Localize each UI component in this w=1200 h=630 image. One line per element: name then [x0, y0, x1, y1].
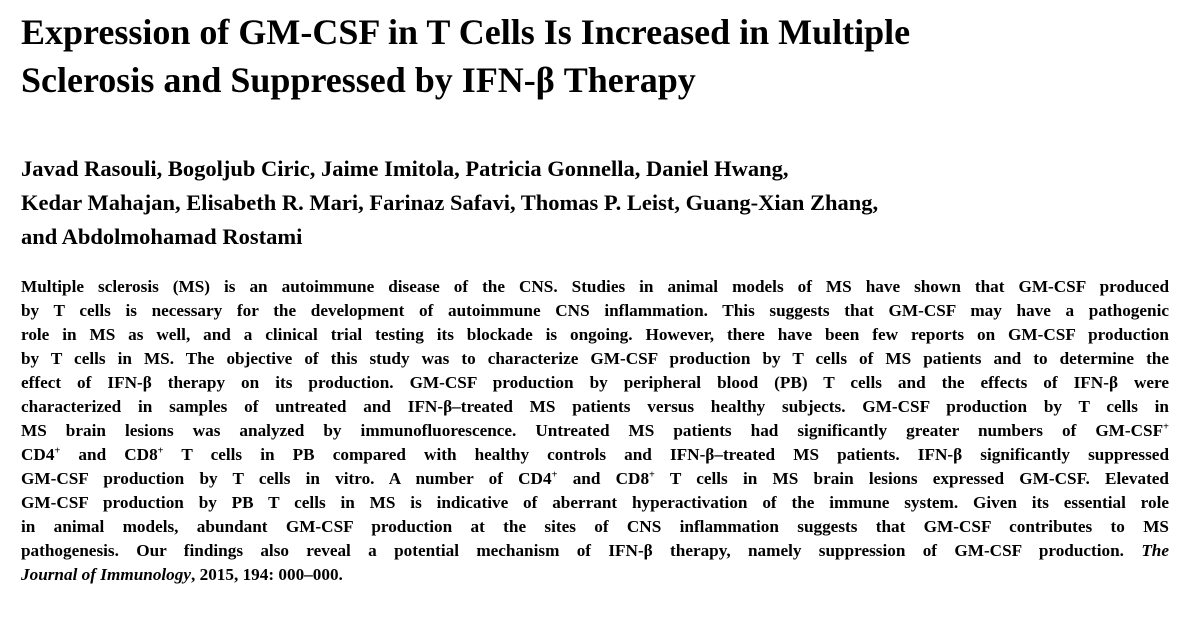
abstract-line: GM-CSF production by T cells in vitro. A…	[21, 469, 1169, 488]
article-title: Expression of GM-CSF in T Cells Is Incre…	[21, 8, 1181, 104]
citation-info: , 2015, 194: 000–000.	[191, 565, 343, 584]
journal-name: Journal of Immunology	[21, 565, 192, 584]
abstract: Multiple sclerosis (MS) is an autoimmune…	[21, 275, 1169, 587]
author-line: and Abdolmohamad Rostami	[21, 224, 303, 249]
author-list: Javad Rasouli, Bogoljub Ciric, Jaime Imi…	[21, 152, 1181, 254]
abstract-line: Multiple sclerosis (MS) is an autoimmune…	[21, 277, 1169, 296]
abstract-line: role in MS as well, and a clinical trial…	[21, 325, 1169, 344]
title-line: Expression of GM-CSF in T Cells Is Incre…	[21, 12, 911, 52]
abstract-line: MS brain lesions was analyzed by immunof…	[21, 421, 1169, 440]
abstract-line: Journal of Immunology, 2015, 194: 000–00…	[21, 563, 1169, 587]
superscript-plus: +	[157, 445, 164, 457]
superscript-plus: +	[54, 445, 61, 457]
superscript-plus: +	[649, 469, 655, 481]
abstract-line: in animal models, abundant GM-CSF produc…	[21, 517, 1169, 536]
abstract-line: characterized in samples of untreated an…	[21, 397, 1169, 416]
abstract-line: CD4+ and CD8+ T cells in PB compared wit…	[21, 445, 1169, 464]
author-line: Kedar Mahajan, Elisabeth R. Mari, Farina…	[21, 190, 879, 215]
abstract-line: effect of IFN-β therapy on its productio…	[21, 373, 1169, 392]
superscript-plus: +	[1163, 421, 1169, 433]
abstract-line: by T cells in MS. The objective of this …	[21, 349, 1169, 368]
journal-name: The	[1141, 541, 1169, 560]
abstract-line: pathogenesis. Our findings also reveal a…	[21, 541, 1169, 560]
abstract-line: GM-CSF production by PB T cells in MS is…	[21, 493, 1169, 512]
superscript-plus: +	[551, 469, 558, 481]
abstract-line: by T cells is necessary for the developm…	[21, 301, 1169, 320]
author-line: Javad Rasouli, Bogoljub Ciric, Jaime Imi…	[21, 156, 789, 181]
title-line: Sclerosis and Suppressed by IFN-β Therap…	[21, 60, 696, 100]
